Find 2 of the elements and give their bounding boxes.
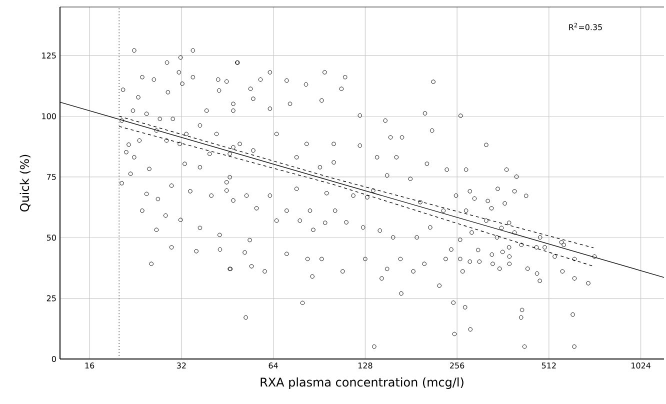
y-axis-title: Quick (%) xyxy=(20,154,30,212)
x-axis-title: RXA plasma concentration (mcg/l) xyxy=(260,377,464,389)
